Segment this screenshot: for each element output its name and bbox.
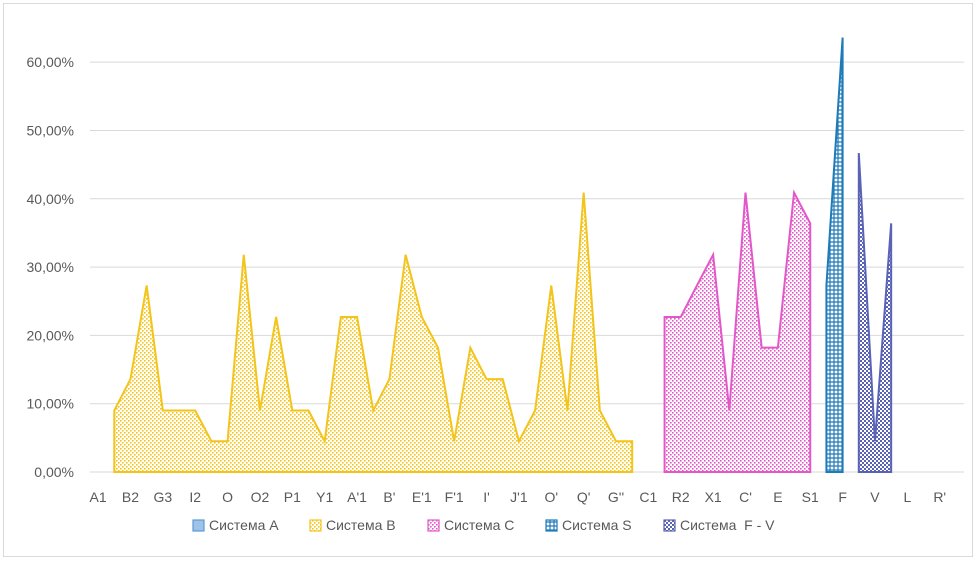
- y-tick-label: 60,00%: [27, 54, 74, 70]
- x-tick-label: O: [222, 489, 233, 505]
- legend-label: Система B: [326, 517, 396, 533]
- y-tick-label: 50,00%: [27, 122, 74, 138]
- x-tick-label: J'1: [510, 489, 528, 505]
- x-tick-label: Y1: [316, 489, 333, 505]
- plot-area: [113, 37, 893, 473]
- x-tick-label: R2: [672, 489, 690, 505]
- x-tick-label: Q': [577, 489, 591, 505]
- y-tick-label: 10,00%: [27, 396, 74, 412]
- x-tick-label: C1: [639, 489, 657, 505]
- x-tick-label: B2: [122, 489, 139, 505]
- x-tick-label: G3: [153, 489, 172, 505]
- x-tick-label: A'1: [347, 489, 367, 505]
- y-tick-label: 20,00%: [27, 327, 74, 343]
- x-tick-label: A1: [90, 489, 107, 505]
- series-area-1: [113, 192, 634, 473]
- x-tick-label: F: [838, 489, 847, 505]
- x-tick-label: F'1: [445, 489, 464, 505]
- legend-label: Система C: [444, 517, 514, 533]
- x-axis: A1 B2 G3 I2 O O2 P1 Y1 A'1 B' E'1 F'1 I' J'1 O' Q' G'' C1…: [90, 489, 947, 505]
- legend-swatch: [192, 519, 205, 532]
- legend-label: Система A: [209, 517, 279, 533]
- legend-swatch: [309, 519, 322, 532]
- x-tick-label: O2: [251, 489, 270, 505]
- x-tick-label: O': [544, 489, 558, 505]
- x-tick-label: L: [903, 489, 911, 505]
- y-axis: 0,00% 10,00% 20,00% 30,00% 40,00% 50,00% 60,00…: [27, 54, 74, 480]
- legend-swatch: [545, 519, 558, 532]
- legend-label: Система S: [562, 517, 632, 533]
- y-tick-label: 40,00%: [27, 191, 74, 207]
- legend-label: Система F - V: [680, 517, 775, 533]
- y-tick-label: 0,00%: [34, 464, 74, 480]
- legend: Система A Система B Система C Система S Сист…: [192, 517, 775, 533]
- x-tick-label: C': [739, 489, 752, 505]
- x-tick-label: B': [383, 489, 395, 505]
- x-tick-label: X1: [705, 489, 722, 505]
- x-tick-label: E: [773, 489, 782, 505]
- x-tick-label: P1: [284, 489, 301, 505]
- x-tick-label: R': [933, 489, 946, 505]
- legend-swatch: [663, 519, 676, 532]
- x-tick-label: S1: [802, 489, 819, 505]
- x-tick-label: I': [483, 489, 490, 505]
- x-tick-label: V: [870, 489, 880, 505]
- series-area-2: [663, 189, 812, 473]
- series-area-4: [857, 152, 893, 473]
- y-tick-label: 30,00%: [27, 259, 74, 275]
- x-tick-label: I2: [189, 489, 201, 505]
- series-area-3: [825, 37, 844, 473]
- legend-swatch: [427, 519, 440, 532]
- x-tick-label: E'1: [412, 489, 432, 505]
- x-tick-label: G'': [608, 489, 624, 505]
